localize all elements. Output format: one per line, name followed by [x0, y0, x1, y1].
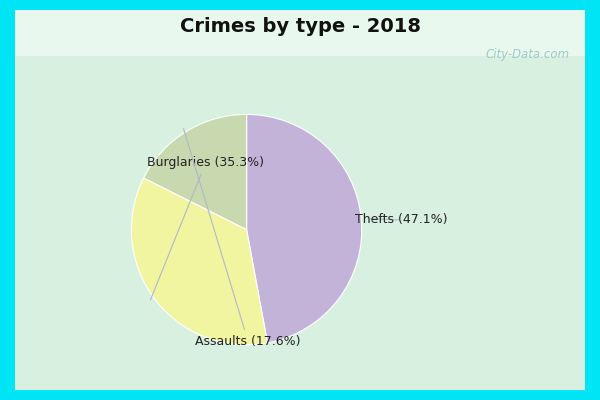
Text: Burglaries (35.3%): Burglaries (35.3%)	[148, 156, 265, 300]
Wedge shape	[247, 114, 362, 343]
Text: City-Data.com: City-Data.com	[486, 48, 570, 61]
Bar	[15, 10, 585, 56]
Text: Thefts (47.1%): Thefts (47.1%)	[355, 214, 448, 226]
Wedge shape	[131, 178, 268, 345]
Wedge shape	[143, 114, 247, 230]
Text: Crimes by type - 2018: Crimes by type - 2018	[179, 16, 421, 36]
Text: Assaults (17.6%): Assaults (17.6%)	[184, 129, 301, 348]
